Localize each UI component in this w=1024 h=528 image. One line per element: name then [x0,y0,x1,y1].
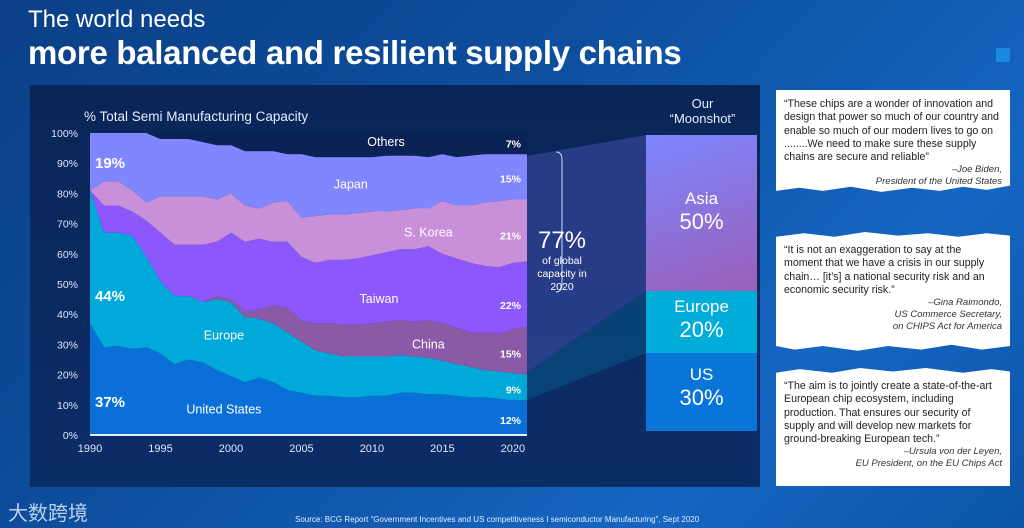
moonshot-us: US 30% [646,353,757,431]
series-label-china: China [412,337,445,351]
source-note: Source: BCG Report “Government Incentive… [295,515,700,524]
quote-role: President of the United States [875,176,1002,188]
x-tick-label: 2005 [289,443,313,455]
watermark-logo: 大数跨境 [8,503,88,525]
label-1990-us: 37% [95,394,125,411]
x-tick-label: 1990 [78,443,102,455]
series-label-others: Others [367,135,405,149]
series-label-taiwan: Taiwan [360,292,399,306]
bracket [555,151,563,293]
label-2020-china: 15% [500,348,522,360]
moonshot-title-2: “Moonshot” [669,111,736,126]
y-tick-label: 60% [57,249,78,261]
quote-role: US Commerce Secretary, [894,309,1002,321]
moonshot-title-1: Our [691,96,714,111]
label-2020-taiwan: 22% [500,300,522,312]
label-2020-others: 7% [506,139,522,151]
area-taiwan [90,190,527,334]
share-caption-2: capacity in [537,268,587,280]
series-label-s-korea: S. Korea [404,226,453,240]
x-tick-label: 2010 [360,443,384,455]
us-label: US [689,365,714,384]
europe-label: Europe [674,297,729,316]
asia-value: 50% [679,209,724,234]
label-2020-europe: 9% [506,385,522,397]
label-2020-japan: 15% [500,173,522,185]
y-tick-label: 30% [57,339,78,351]
area-japan [90,133,527,218]
decorative-square [996,48,1010,62]
asia-share-callout: 77% of global capacity in 2020 [532,227,592,294]
us-value: 30% [679,385,724,410]
y-tick-label: 70% [57,219,78,231]
europe-value: 20% [679,317,724,342]
y-tick-label: 80% [57,188,78,200]
x-tick-label: 2020 [501,443,525,455]
title-line-1: The world needs [28,6,206,33]
moonshot-heading: Our “Moonshot” [640,96,765,126]
y-tick-label: 40% [57,309,78,321]
quote-author: –Ursula von der Leyen, [903,446,1002,458]
area-others [90,133,527,158]
quote-card-von-der-leyen: “The aim is to jointly create a state-of… [776,368,1010,486]
quote-author: –Joe Biden, [951,164,1002,176]
quote-text: “It is not an exaggeration to say at the… [784,244,985,296]
quote-card-raimondo: “It is not an exaggeration to say at the… [776,232,1010,351]
quote-role-2: on CHIPS Act for America [892,321,1002,333]
y-tick-label: 50% [57,279,78,291]
y-tick-label: 100% [51,128,78,140]
asia-label: Asia [684,189,719,208]
quote-author: –Gina Raimondo, [928,297,1002,309]
y-tick-label: 90% [57,158,78,170]
moonshot-asia: Asia 50% [646,135,757,291]
label-1990-japan: 19% [95,155,125,172]
area-china [90,190,527,375]
europe-projection-wedge [527,291,646,400]
quote-card-biden: “These chips are a wonder of innovation … [776,90,1010,192]
y-tick-label: 10% [57,400,78,412]
series-label-europe: Europe [204,328,244,342]
quote-text: “These chips are a wonder of innovation … [784,98,999,164]
area-s-korea [90,181,527,268]
share-caption-3: 2020 [550,281,574,293]
x-tick-label: 2015 [430,443,454,455]
area-united-states [90,323,527,435]
quote-text: “The aim is to jointly create a state-of… [784,380,992,446]
series-label-united-states: United States [186,402,261,416]
chart-title: % Total Semi Manufacturing Capacity [84,109,309,124]
label-1990-europe: 44% [95,288,125,305]
label-2020-us: 12% [500,415,522,427]
asia-projection-wedge [527,135,646,372]
y-tick-label: 20% [57,370,78,382]
page-title: more balanced and resilient supply chain… [28,34,682,71]
y-tick-label: 0% [63,430,78,442]
quote-role: EU President, on the EU Chips Act [855,458,1002,470]
x-tick-label: 1995 [148,443,172,455]
area-europe [90,190,527,401]
moonshot-europe: Europe 20% [646,291,757,353]
x-tick-label: 2000 [219,443,243,455]
share-caption-1: of global [542,255,582,267]
label-2020-korea: 21% [500,231,522,243]
series-label-japan: Japan [334,177,368,191]
share-value: 77% [537,227,587,254]
